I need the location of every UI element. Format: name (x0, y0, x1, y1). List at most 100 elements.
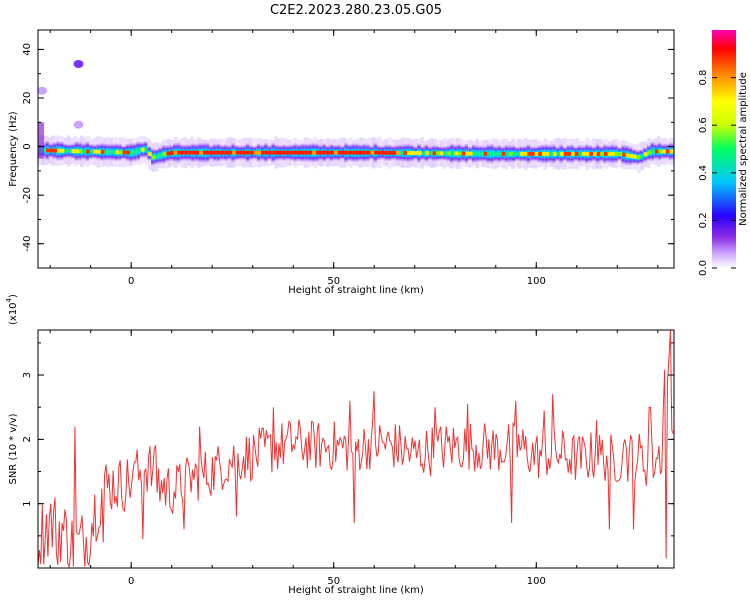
spectrum-band-column (486, 144, 491, 164)
spectrum-peak (286, 150, 291, 155)
spectrum-band-column (493, 145, 498, 162)
spectrum-peak (264, 150, 269, 155)
spectrum-peak (202, 150, 207, 155)
spectrum-peak (297, 150, 302, 155)
spectrum-peak (541, 151, 546, 156)
spectrum-peak (188, 150, 192, 155)
spectrum-peak (235, 150, 240, 155)
spectrogram-axes: 0 50 100 -40 -20 0 20 40 (22, 30, 674, 287)
spectrum-band-column (548, 144, 553, 163)
spectrum-peak (275, 150, 280, 155)
spectrum-peak (115, 150, 119, 155)
spectrum-peak (261, 150, 265, 155)
spectrum-peak (148, 152, 152, 157)
spectrum-peak (53, 148, 57, 153)
spectrum-peak (385, 150, 389, 155)
spectrum-peak (527, 151, 531, 156)
spectrum-band-column (555, 146, 560, 162)
spectrum-peak (257, 150, 262, 155)
spectrum-peak (629, 154, 634, 158)
spectrum-band-column (577, 145, 582, 163)
spectrum-peak (370, 150, 375, 155)
spectrum-peak (337, 150, 342, 155)
spectrum-peak (592, 151, 597, 156)
snr-frame (37, 329, 675, 569)
spectrum-peak (531, 151, 535, 156)
spectrum-band-column (639, 149, 644, 164)
colorbar-tick-label: 0.4 (698, 165, 709, 181)
spectrum-peak (523, 151, 528, 156)
colorbar-ticks: 0.0 0.2 0.4 0.6 0.8 (698, 70, 736, 276)
spectrum-band-column (129, 142, 133, 163)
spectrum-peak (377, 150, 382, 155)
y-tick-label: 20 (22, 92, 33, 105)
spectrum-peak (319, 150, 324, 155)
spectrum-band-column (504, 144, 509, 163)
colorbar-tick-label: 0.8 (698, 70, 709, 86)
spectrum-peak (326, 150, 331, 155)
spectrum-peak (345, 150, 349, 155)
spectrum-peak (654, 149, 659, 154)
x-tick-label: 0 (128, 276, 134, 287)
spectrum-peak (454, 151, 459, 156)
spectrum-peak (228, 150, 232, 155)
spectrum-peak (374, 150, 378, 155)
spectrum-band-column (490, 143, 494, 164)
x-tick-label: 0 (128, 576, 134, 587)
spectrum-peak (545, 151, 550, 156)
spectrum-peak (177, 150, 181, 155)
spectrum-peak (140, 147, 145, 152)
x-tick-label: 50 (327, 576, 340, 587)
spectrum-peak (191, 150, 196, 155)
spectrum-peak (458, 151, 462, 156)
spectrum-peak (60, 148, 65, 153)
spectrum-peak (407, 151, 411, 155)
spectrum-spot (38, 86, 48, 95)
spectrum-band-column (672, 142, 674, 161)
spectrum-band-column (650, 141, 655, 162)
snr-y-axis-label: SNR (10 * v/v) (8, 413, 19, 484)
spectrum-peak (348, 150, 353, 155)
spectrum-peak (589, 151, 593, 156)
spectrum-band-column (449, 143, 454, 164)
spectrum-peak (57, 148, 61, 153)
snr-y-multiplier: (x104) (5, 294, 19, 325)
spectrum-peak (217, 150, 222, 155)
spectrum-band-column (471, 144, 476, 164)
spectrum-peak (647, 150, 652, 155)
spectrum-peak (669, 149, 674, 154)
spectrum-peak (622, 152, 626, 157)
spectrum-peak (290, 150, 294, 155)
spectrum-peak (330, 150, 335, 155)
spectrum-peak (501, 151, 506, 156)
spectrum-band-column (442, 146, 447, 161)
spectrum-peak (341, 150, 346, 155)
spectrum-peak (312, 150, 316, 155)
spectrum-peak (46, 148, 50, 153)
spectrum-spot (73, 120, 84, 129)
spectrum-peak (279, 150, 284, 155)
spectrum-peak (75, 149, 79, 154)
spectrum-band-column (158, 147, 162, 164)
spectrum-peak (49, 148, 54, 153)
spectrum-edge (38, 122, 44, 159)
spectrum-peak (232, 150, 236, 155)
spectrum-band-column (420, 146, 425, 160)
spectrum-peak (151, 155, 156, 160)
y-tick-label: 40 (22, 43, 33, 56)
spectrum-band-column (107, 143, 111, 161)
spectrum-peak (465, 151, 469, 156)
spectrum-peak (173, 150, 178, 155)
spectrum-peak (86, 149, 90, 154)
spectrum-peak (436, 151, 440, 156)
snr-plot-area (38, 330, 674, 568)
spectrum-band-column (67, 143, 71, 158)
spectrum-peak (210, 150, 214, 155)
spectrum-peak (520, 151, 524, 156)
spectrum-peak (633, 154, 637, 159)
spectrum-peak (301, 150, 305, 155)
spectrum-peak (184, 150, 189, 155)
spectrum-peak (119, 150, 123, 155)
snr-multiplier-base: (x10 (8, 302, 19, 325)
